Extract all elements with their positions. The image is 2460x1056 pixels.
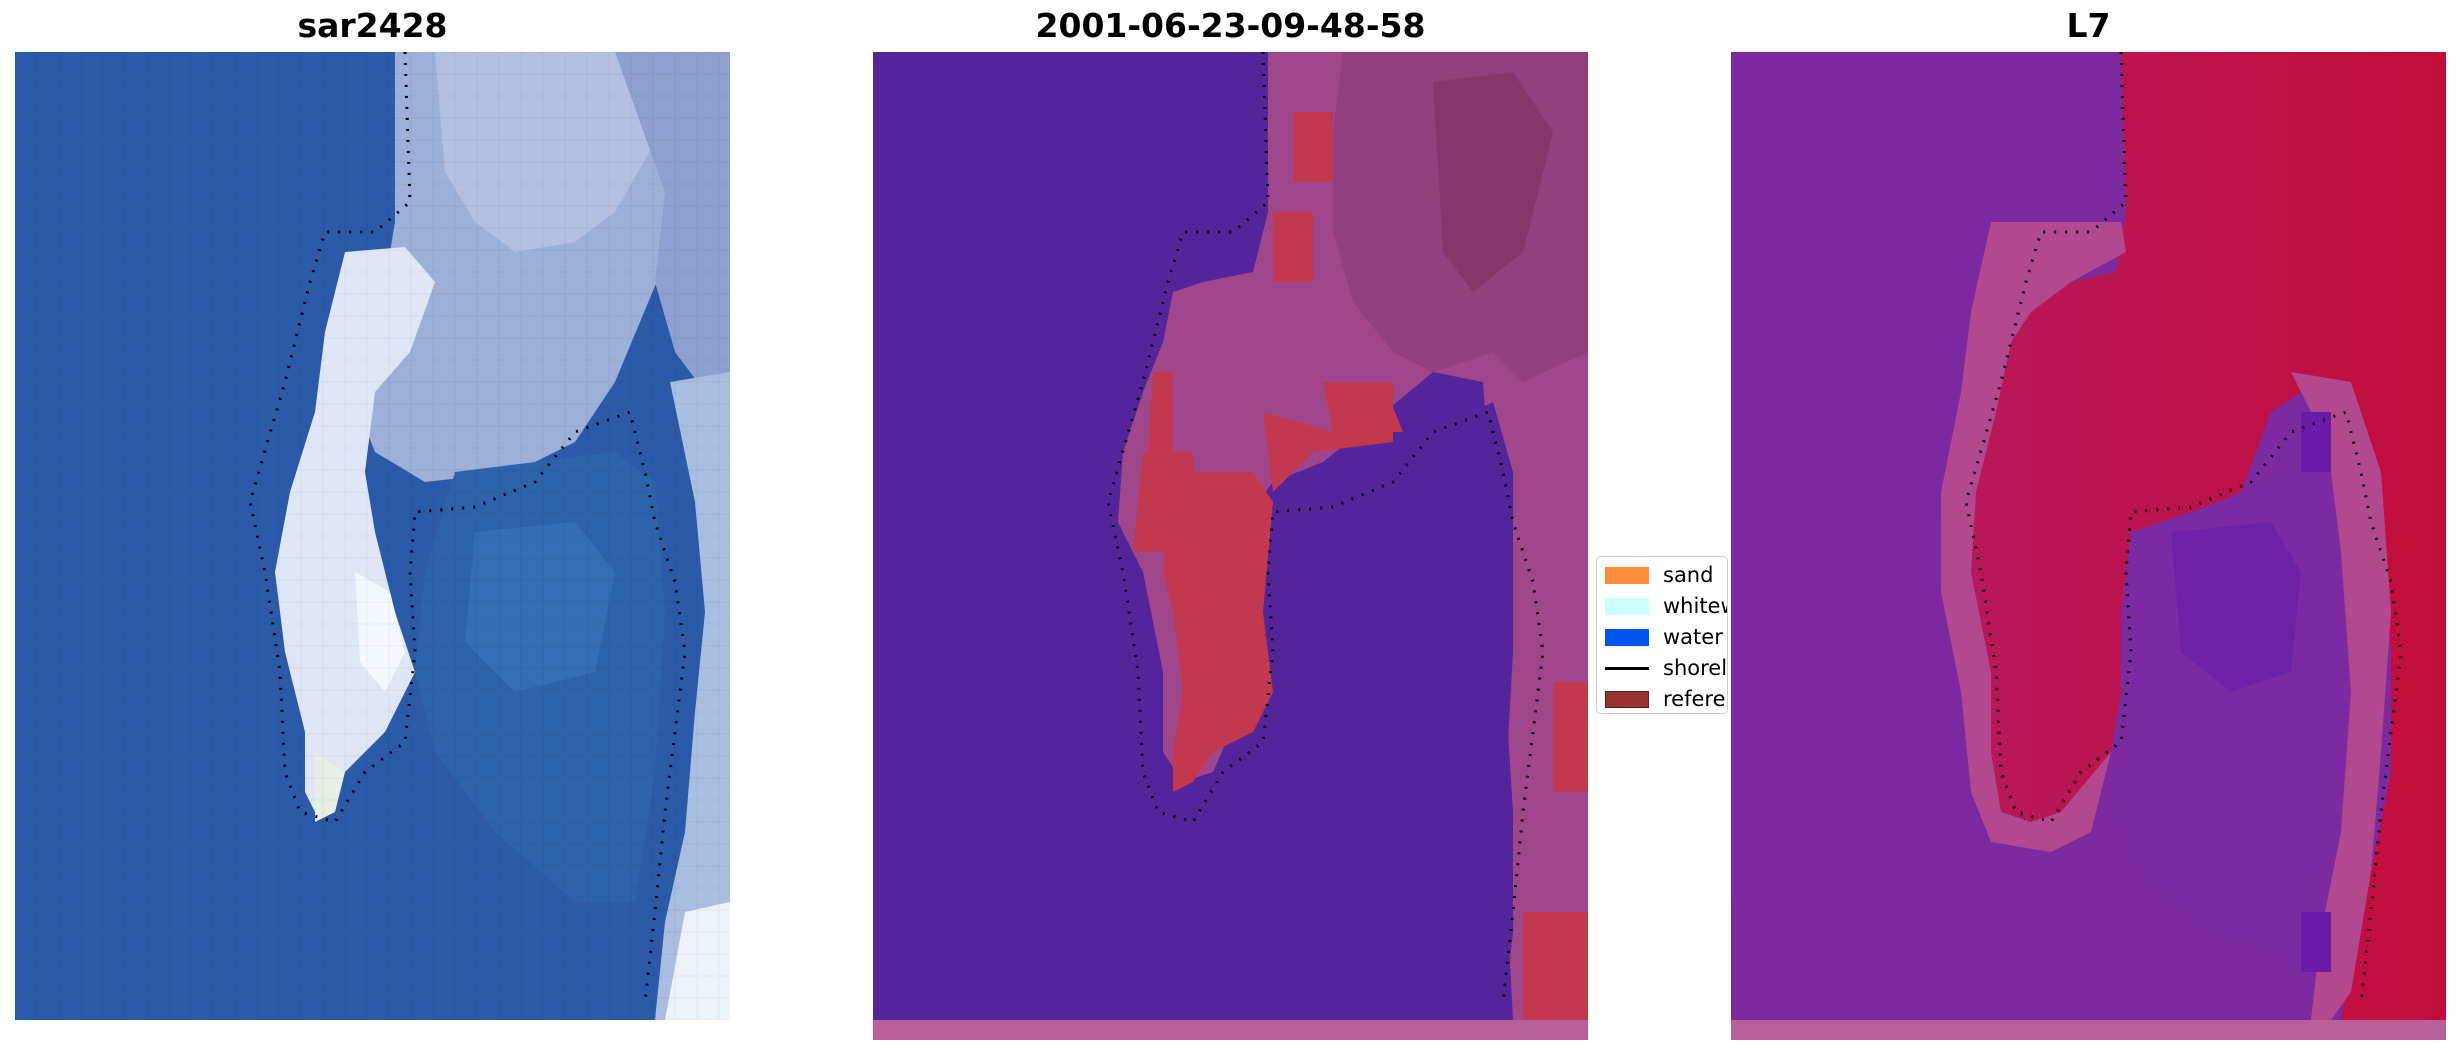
- panel-title-3: L7: [2066, 6, 2111, 45]
- legend-swatch-water: [1605, 628, 1649, 646]
- legend-swatch-whitewater: [1605, 597, 1649, 615]
- rgb-image: [15, 52, 730, 1020]
- index-image-panel: [1731, 52, 2446, 1040]
- classified-image: [873, 52, 1588, 1040]
- rgb-image-panel: [15, 52, 730, 1020]
- legend-swatch-reference: [1605, 690, 1649, 708]
- legend-swatch-sand: [1605, 566, 1649, 584]
- legend-label-shoreline: shorel: [1663, 656, 1728, 680]
- legend-item-reference: referen: [1605, 687, 1727, 711]
- panel-title-2: 2001-06-23-09-48-58: [1035, 6, 1426, 45]
- legend-item-water: water: [1605, 625, 1723, 649]
- legend-item-shoreline: shorel: [1605, 656, 1727, 680]
- legend-line-shoreline: [1605, 666, 1649, 670]
- legend-label-reference: referen: [1663, 687, 1727, 711]
- legend-item-sand: sand: [1605, 563, 1713, 587]
- index-image: [1731, 52, 2446, 1040]
- legend-label-water: water: [1663, 625, 1723, 649]
- panel-title-1: sar2428: [297, 6, 448, 45]
- classified-image-panel: [873, 52, 1588, 1040]
- legend-label-sand: sand: [1663, 563, 1714, 587]
